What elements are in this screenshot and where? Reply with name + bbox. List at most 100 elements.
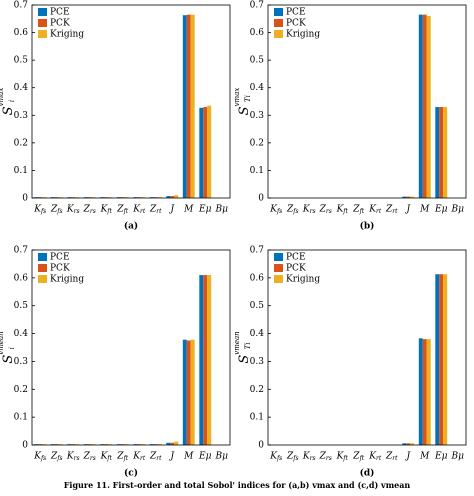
x-tick-label: M <box>419 452 430 462</box>
legend-label: Kriging <box>286 275 320 285</box>
bar <box>141 197 146 198</box>
bar <box>42 197 47 198</box>
bar <box>54 197 59 198</box>
y-tick-label: 0.6 <box>250 28 265 38</box>
bar <box>186 340 191 445</box>
y-tick-label: 0.5 <box>250 301 265 311</box>
x-tick-label: Krs <box>66 205 80 215</box>
panel-caption: (b) <box>360 221 375 232</box>
x-tick-label: J <box>168 205 175 215</box>
panel-caption: (a) <box>124 221 138 232</box>
bar <box>203 107 208 198</box>
y-axis-label-sub: Ti <box>244 95 252 102</box>
y-tick-label: 0.4 <box>14 83 29 93</box>
y-tick-label: 0 <box>22 441 28 451</box>
x-tick-label: Bμ <box>215 205 229 215</box>
bar <box>34 197 39 198</box>
y-tick-label: 0.3 <box>14 111 29 121</box>
bar <box>54 444 59 445</box>
bar <box>91 197 96 198</box>
bar <box>402 196 407 198</box>
y-axis-label: Svmax Ti <box>233 88 252 116</box>
y-tick-label: 0 <box>258 194 264 204</box>
x-tick-label: J <box>404 452 411 462</box>
y-tick-label: 0.4 <box>14 329 29 339</box>
bar <box>116 197 121 198</box>
y-axis-label-sub: i <box>8 347 16 349</box>
bar <box>137 197 142 198</box>
x-tick-label: Kfs <box>33 205 46 215</box>
legend-label: PCE <box>50 253 70 263</box>
bar <box>422 14 427 199</box>
bar <box>38 197 43 198</box>
y-axis-label-sup: vmax <box>233 88 241 107</box>
legend-label: Kriging <box>286 30 320 40</box>
legend-swatch <box>274 253 283 261</box>
bar <box>439 274 444 445</box>
bar <box>71 197 76 198</box>
y-tick-label: 0.5 <box>250 56 265 66</box>
bar <box>67 197 72 198</box>
legend-label: PCE <box>286 253 306 263</box>
x-tick-label: Zrs <box>319 452 332 462</box>
axes-box <box>31 4 231 199</box>
bar <box>174 195 179 198</box>
y-tick-label: 0 <box>22 194 28 204</box>
bar <box>426 16 431 199</box>
y-tick-label: 0.1 <box>14 413 28 423</box>
bar <box>149 197 154 198</box>
bar <box>34 444 39 445</box>
bar <box>58 444 63 445</box>
bar <box>75 197 80 198</box>
legend-label: Kriging <box>50 30 84 40</box>
bar <box>190 14 195 199</box>
y-axis-label: Svmean Ti <box>233 331 252 364</box>
bar <box>120 444 125 445</box>
x-tick-label: Krs <box>302 205 316 215</box>
legend-label: PCE <box>286 8 306 18</box>
bar <box>166 442 171 445</box>
legend-swatch <box>38 30 47 38</box>
bar <box>190 339 195 445</box>
y-axis-label-sup: vmean <box>0 331 5 355</box>
bar <box>418 14 423 199</box>
y-tick-label: 0.5 <box>14 301 29 311</box>
y-tick-label: 0.2 <box>250 138 264 148</box>
figure-caption: Figure 11. First-order and total Sobol' … <box>64 480 411 490</box>
x-tick-label: Zft <box>116 205 128 215</box>
y-tick-label: 0.7 <box>14 246 29 256</box>
bar <box>50 444 55 445</box>
bar <box>38 444 43 445</box>
bar <box>153 197 158 198</box>
bar <box>42 444 47 445</box>
bar <box>199 107 204 198</box>
x-tick-label: Krt <box>132 205 146 215</box>
bar <box>406 196 411 198</box>
bar <box>104 197 109 198</box>
x-tick-label: Eμ <box>434 452 448 462</box>
y-tick-label: 0.2 <box>14 138 28 148</box>
y-tick-label: 0.6 <box>14 273 29 283</box>
bar <box>71 444 76 445</box>
x-tick-label: Zfs <box>286 452 299 462</box>
bar <box>50 197 55 198</box>
bar <box>426 339 431 445</box>
bar <box>443 107 448 198</box>
bar <box>108 444 113 445</box>
bar <box>124 444 129 445</box>
x-tick-label: Krs <box>66 452 80 462</box>
y-tick-label: 0.3 <box>250 111 265 121</box>
y-axis-label-base: S <box>237 106 252 115</box>
y-axis-label-base: S <box>1 355 16 364</box>
bar <box>443 274 448 445</box>
y-tick-label: 0.1 <box>250 413 264 423</box>
legend-swatch <box>38 19 47 27</box>
x-tick-label: Kft <box>336 452 349 462</box>
y-axis-label-sup: vmax <box>0 88 5 107</box>
x-tick-label: Zft <box>352 452 364 462</box>
y-tick-label: 0.7 <box>250 246 265 256</box>
y-tick-label: 0.2 <box>14 385 28 395</box>
axes-box <box>267 249 467 446</box>
bar <box>186 14 191 199</box>
